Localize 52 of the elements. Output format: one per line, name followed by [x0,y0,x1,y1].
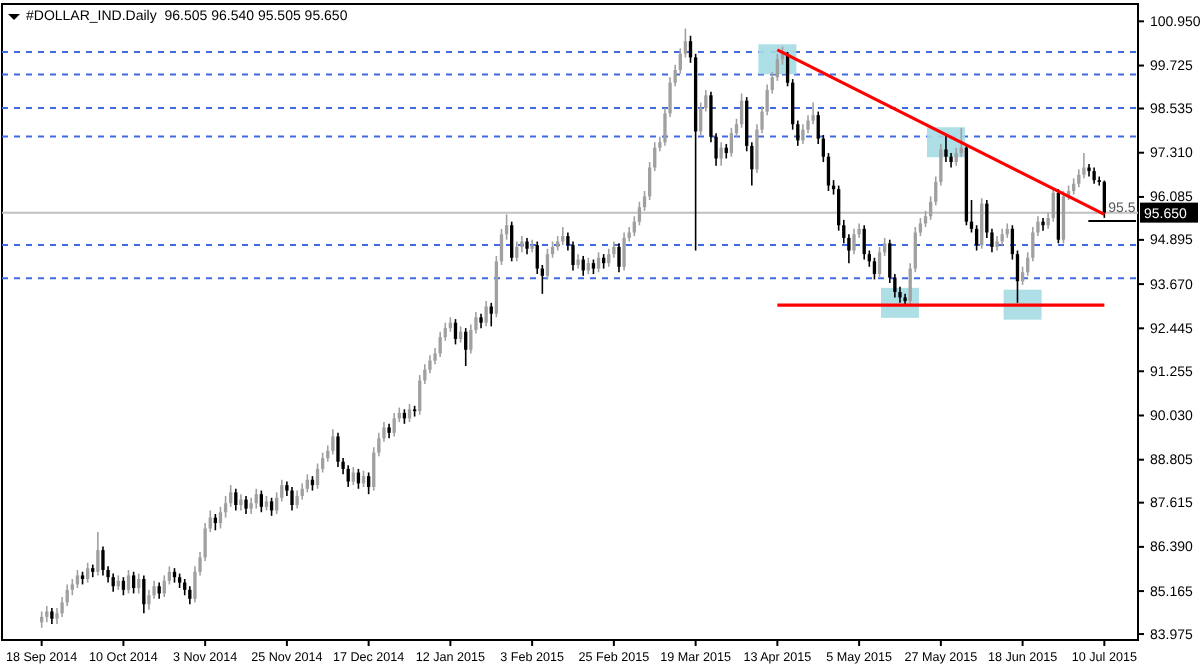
candlestick [489,302,493,328]
candlestick [571,240,575,272]
candlestick [545,247,550,281]
candlestick [622,231,626,272]
candlestick [254,487,258,510]
candlestick [464,327,468,367]
candlestick [872,256,877,281]
candlestick [331,428,335,456]
candlestick [1041,217,1045,232]
candlestick [617,242,621,273]
candlestick [336,432,340,468]
candlestick [101,545,105,577]
candlestick [561,226,565,246]
candlestick [295,489,299,510]
candlestick [234,487,238,512]
candlestick [811,101,815,125]
candlestick [392,412,396,438]
candlestick [85,561,90,584]
candlestick [111,572,115,593]
candlestick [290,486,294,512]
candlestick [1056,188,1061,245]
candlestick [147,589,151,611]
candlestick [407,403,412,423]
candlestick [484,300,488,328]
candlestick [142,574,146,615]
candlestick [1082,152,1086,180]
candlestick [607,247,611,268]
candlestick [1061,190,1066,245]
candlestick [131,570,136,595]
candlestick [351,466,355,486]
candlestick [188,585,192,606]
candlestick [259,489,264,514]
candlestick [877,246,882,279]
candlestick [852,228,856,255]
candlestick [515,240,519,263]
candlestick [96,531,100,577]
candlestick [121,576,126,597]
candlestick [75,569,80,589]
candlestick [137,572,141,595]
candlestick [596,251,601,273]
candlestick [244,495,248,515]
candlestick [126,569,131,595]
candlestick [510,220,514,263]
candlestick [346,464,350,488]
candlestick [1102,179,1106,219]
candlestick [729,127,734,158]
candlestick [944,134,948,163]
candlestick [269,496,274,517]
candlestick [1087,163,1091,178]
candlestick [801,123,805,145]
candlestick [366,471,371,495]
candlestick [305,473,309,494]
